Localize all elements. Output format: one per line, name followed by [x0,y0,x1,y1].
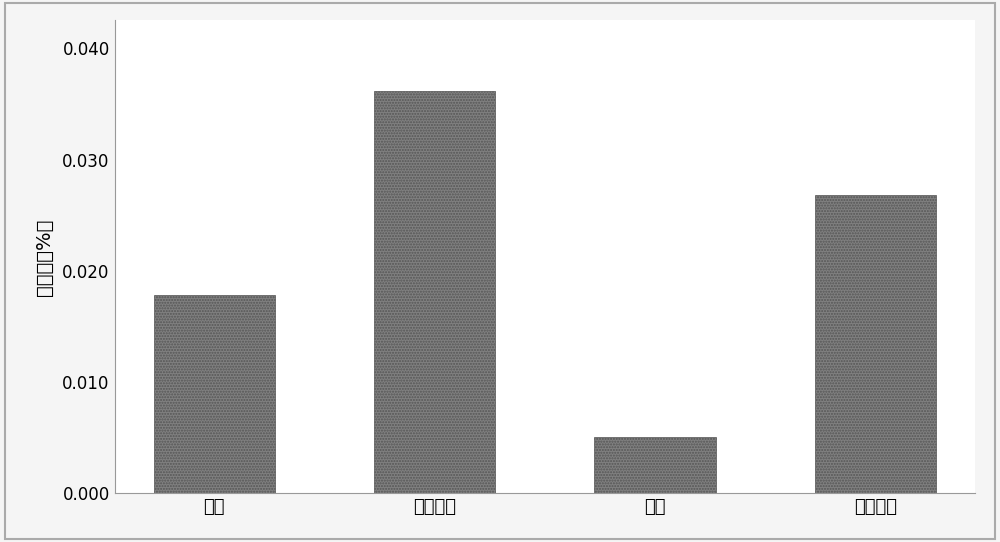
Bar [154,295,275,493]
Bar [374,91,495,493]
Y-axis label: 提取率（%）: 提取率（%） [35,218,54,295]
Bar [594,436,716,493]
Bar [815,195,936,493]
